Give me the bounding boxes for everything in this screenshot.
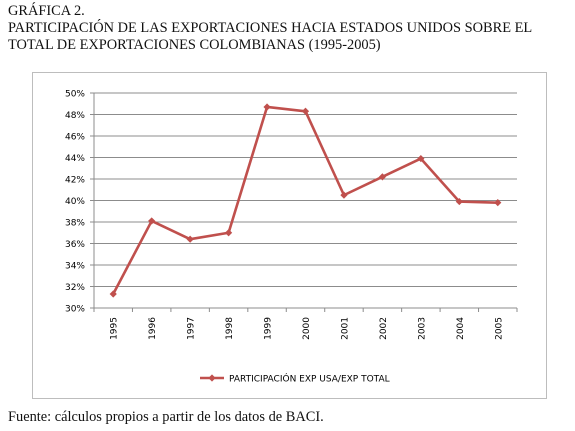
y-tick-label-38%: 38% <box>65 219 85 229</box>
chart-title-line-1: PARTICIPACIÓN DE LAS EXPORTACIONES HACIA… <box>8 20 533 36</box>
figure-label: GRÁFICA 2. <box>8 3 85 19</box>
data-point-1996 <box>148 217 156 225</box>
x-tick-label-2002: 2002 <box>379 317 389 340</box>
y-tick-label-30%: 30% <box>65 305 85 315</box>
y-tick-label-48%: 48% <box>65 111 85 121</box>
legend-marker <box>208 374 216 382</box>
x-tick-label-1995: 1995 <box>110 317 120 340</box>
gridlines <box>94 92 517 287</box>
data-point-2001 <box>340 191 348 199</box>
x-tick-label-2004: 2004 <box>456 317 466 340</box>
data-point-2002 <box>378 173 387 181</box>
y-tick-label-50%: 50% <box>65 90 85 100</box>
y-tick-label-46%: 46% <box>65 133 85 143</box>
legend-label: PARTICIPACIÓN EXP USA/EXP TOTAL <box>229 373 390 385</box>
data-point-2000 <box>301 107 310 115</box>
data-point-1999 <box>263 103 271 111</box>
data-point-1995 <box>109 290 117 298</box>
y-tick-label-40%: 40% <box>65 197 85 207</box>
y-tick-label-44%: 44% <box>65 154 85 164</box>
legend: PARTICIPACIÓN EXP USA/EXP TOTAL <box>200 373 390 385</box>
y-tick-label-34%: 34% <box>65 262 85 272</box>
axes <box>90 92 518 312</box>
data-point-2004 <box>455 197 463 206</box>
figure-heading: GRÁFICA 2. PARTICIPACIÓN DE LAS EXPORTAC… <box>8 3 532 54</box>
x-tick-label-2003: 2003 <box>417 317 427 340</box>
x-tick-label-2000: 2000 <box>302 317 312 340</box>
y-tick-label-42%: 42% <box>65 176 85 186</box>
x-tick-label-1999: 1999 <box>264 317 274 340</box>
x-tick-label-1997: 1997 <box>187 317 197 340</box>
y-tick-label-32%: 32% <box>65 283 85 293</box>
x-tick-label-1998: 1998 <box>225 317 235 340</box>
data-point-1997 <box>186 235 194 243</box>
x-tick-labels: 1995 1996 1997 1998 1999 2000 2001 2002 2003 2004… <box>110 317 505 340</box>
source-note: Fuente: cálculos propios a partir de los… <box>8 409 324 425</box>
chart-title-line-2: TOTAL DE EXPORTACIONES COLOMBIANAS (1995… <box>8 37 381 53</box>
data-point-2005 <box>494 199 502 207</box>
series-group <box>109 103 502 298</box>
y-tick-label-36%: 36% <box>65 240 85 250</box>
data-point-2003 <box>417 154 425 163</box>
x-tick-label-2001: 2001 <box>340 317 350 340</box>
x-tick-label-1996: 1996 <box>148 317 158 340</box>
y-tick-labels: 30% 32% 34% 36% 38% 40% 42% 44% 46% 48% 50% <box>65 90 85 315</box>
data-point-1998 <box>224 229 233 237</box>
chart-frame <box>32 72 547 399</box>
x-tick-label-2005: 2005 <box>494 317 504 340</box>
